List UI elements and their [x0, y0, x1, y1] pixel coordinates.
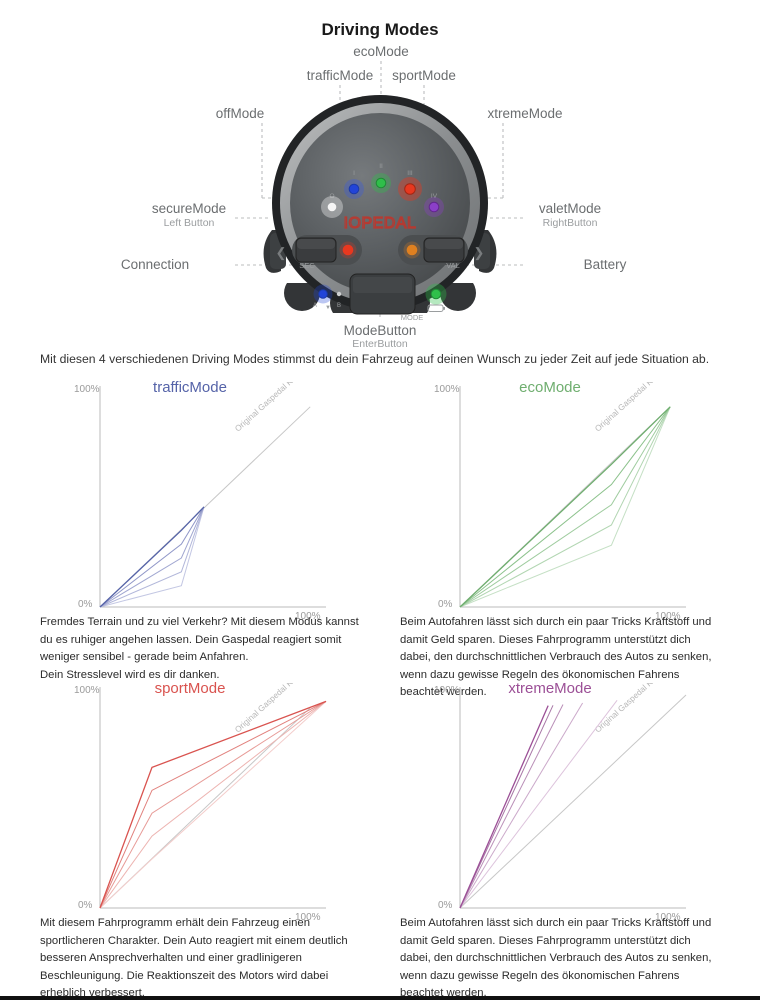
svg-text:Original Gaspedal Kennlinie: Original Gaspedal Kennlinie — [233, 382, 316, 433]
svg-text:B: B — [337, 303, 341, 309]
svg-text:❮: ❮ — [276, 245, 287, 261]
svg-text:0%: 0% — [438, 599, 453, 610]
svg-text:A: A — [313, 303, 317, 309]
svg-text:MODE: MODE — [401, 313, 424, 322]
svg-text:0%: 0% — [438, 900, 453, 911]
svg-text:0%: 0% — [78, 900, 93, 911]
svg-text:ecoMode: ecoMode — [353, 44, 409, 59]
svg-text:sportMode: sportMode — [392, 68, 456, 83]
svg-text:trafficMode: trafficMode — [307, 68, 374, 83]
svg-text:Connection: Connection — [121, 257, 189, 272]
svg-text:Original Gaspedal Kennlinie: Original Gaspedal Kennlinie — [233, 683, 316, 734]
svg-text:100%: 100% — [74, 384, 100, 395]
svg-text:Battery: Battery — [584, 257, 627, 272]
svg-text:0%: 0% — [78, 599, 93, 610]
svg-text:Original Gaspedal Kennlinie: Original Gaspedal Kennlinie — [593, 683, 676, 734]
svg-text:II: II — [379, 163, 383, 170]
svg-text:I: I — [353, 170, 355, 177]
svg-text:III: III — [407, 170, 413, 177]
svg-text:xtremeMode: xtremeMode — [487, 106, 562, 121]
svg-text:100%: 100% — [434, 685, 460, 696]
svg-text:▼: ▼ — [325, 305, 331, 311]
svg-text:ModeButton: ModeButton — [344, 323, 417, 338]
svg-text:IOPEDAL: IOPEDAL — [344, 215, 417, 232]
svg-text:SEC: SEC — [299, 261, 315, 270]
svg-text:valetMode: valetMode — [539, 201, 601, 216]
svg-text:Original Gaspedal Kennlinie: Original Gaspedal Kennlinie — [593, 382, 676, 433]
svg-text:RightButton: RightButton — [543, 217, 598, 229]
svg-text:100%: 100% — [434, 384, 460, 395]
svg-text:offMode: offMode — [216, 106, 265, 121]
svg-text:secureMode: secureMode — [152, 201, 226, 216]
svg-text:EnterButton: EnterButton — [352, 338, 408, 350]
svg-text:❯: ❯ — [474, 245, 485, 261]
svg-text:VAL: VAL — [446, 261, 460, 270]
svg-text:100%: 100% — [74, 685, 100, 696]
svg-text:Left Button: Left Button — [164, 217, 215, 229]
